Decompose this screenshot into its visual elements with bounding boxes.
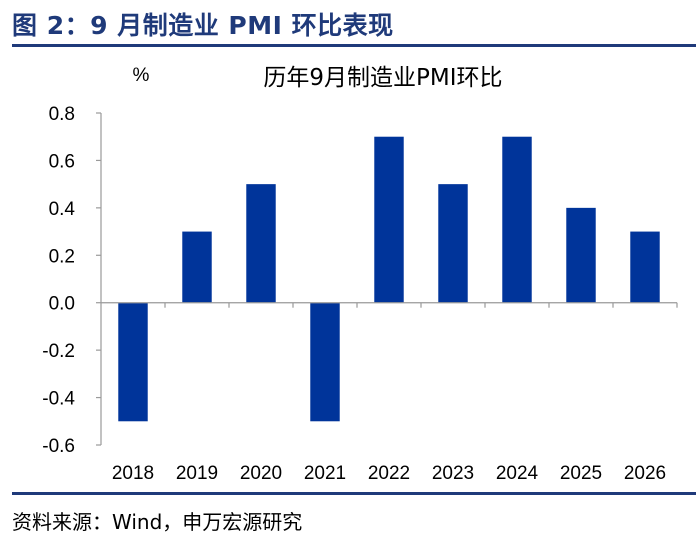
- y-tick-label: -0.4: [42, 389, 75, 410]
- y-tick-label: -0.6: [42, 436, 75, 457]
- bar-2024: [502, 136, 532, 303]
- x-tick-label: 2018: [112, 463, 154, 484]
- bar-2018: [118, 302, 148, 422]
- bars-group: [118, 136, 660, 422]
- bar-chart: % 历年9月制造业PMI环比 0.8 0.6 0.4 0.2 0.0 -0.2 -0.4 -0…: [42, 65, 678, 484]
- bar-2026: [630, 231, 660, 303]
- bar-2025: [566, 207, 596, 303]
- y-tick-label: 0.4: [49, 199, 76, 220]
- bar-2021: [310, 302, 340, 422]
- x-tick-label: 2020: [240, 463, 282, 484]
- x-tick-label: 2022: [368, 463, 410, 484]
- y-tick-label: 0.6: [49, 151, 75, 172]
- bar-2020: [246, 184, 276, 303]
- source-divider: [12, 492, 696, 495]
- x-axis-ticks: 2018 2019 2020 2021 2022 2023 2024 2025 2026: [112, 302, 678, 484]
- x-tick-label: 2024: [496, 463, 539, 484]
- x-tick-label: 2021: [304, 463, 346, 484]
- bar-2023: [438, 184, 468, 303]
- y-axis-ticks: 0.8 0.6 0.4 0.2 0.0 -0.2 -0.4 -0.6: [42, 104, 101, 457]
- x-tick-label: 2025: [560, 463, 602, 484]
- y-tick-label: -0.2: [42, 341, 75, 362]
- y-axis-unit-label: %: [133, 65, 150, 86]
- x-tick-label: 2019: [176, 463, 218, 484]
- title-divider: [12, 44, 696, 47]
- x-tick-label: 2023: [432, 463, 474, 484]
- figure-title: 图 2：9 月制造业 PMI 环比表现: [12, 11, 394, 40]
- y-tick-label: 0.0: [49, 294, 75, 315]
- y-tick-label: 0.2: [49, 246, 75, 267]
- bar-2022: [374, 136, 404, 303]
- source-note: 资料来源：Wind，申万宏源研究: [12, 510, 303, 534]
- y-tick-label: 0.8: [49, 104, 75, 125]
- chart-title: 历年9月制造业PMI环比: [263, 65, 502, 91]
- bar-2019: [182, 231, 212, 303]
- x-tick-label: 2026: [624, 463, 666, 484]
